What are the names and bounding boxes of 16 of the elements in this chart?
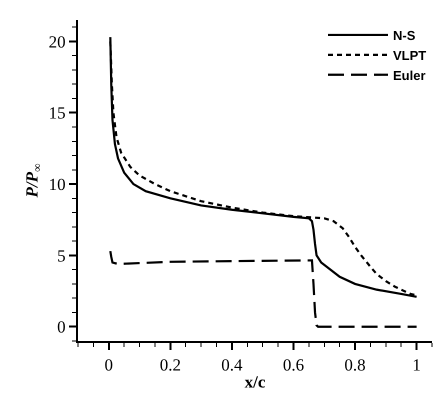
x-axis-title: x/c	[244, 372, 266, 392]
legend-label: Euler	[393, 68, 426, 83]
y-tick-label: 0	[57, 318, 66, 337]
line-series	[109, 250, 418, 328]
x-tick-label: 0.8	[344, 355, 366, 374]
y-tick-label: 15	[48, 104, 66, 123]
x-tick-label: 0.2	[160, 355, 181, 374]
y-tick-label: 20	[48, 32, 66, 52]
legend-label: VLPT	[393, 48, 426, 63]
x-tick-label: 0.4	[221, 355, 244, 374]
x-tick-label: 0.6	[282, 355, 304, 374]
x-tick-label: 0	[104, 355, 114, 374]
y-tick-label: 5	[57, 246, 66, 266]
y-tick-label: 10	[48, 175, 66, 194]
legend-label: N-S	[393, 28, 416, 44]
x-tick-label: 1	[412, 355, 421, 374]
